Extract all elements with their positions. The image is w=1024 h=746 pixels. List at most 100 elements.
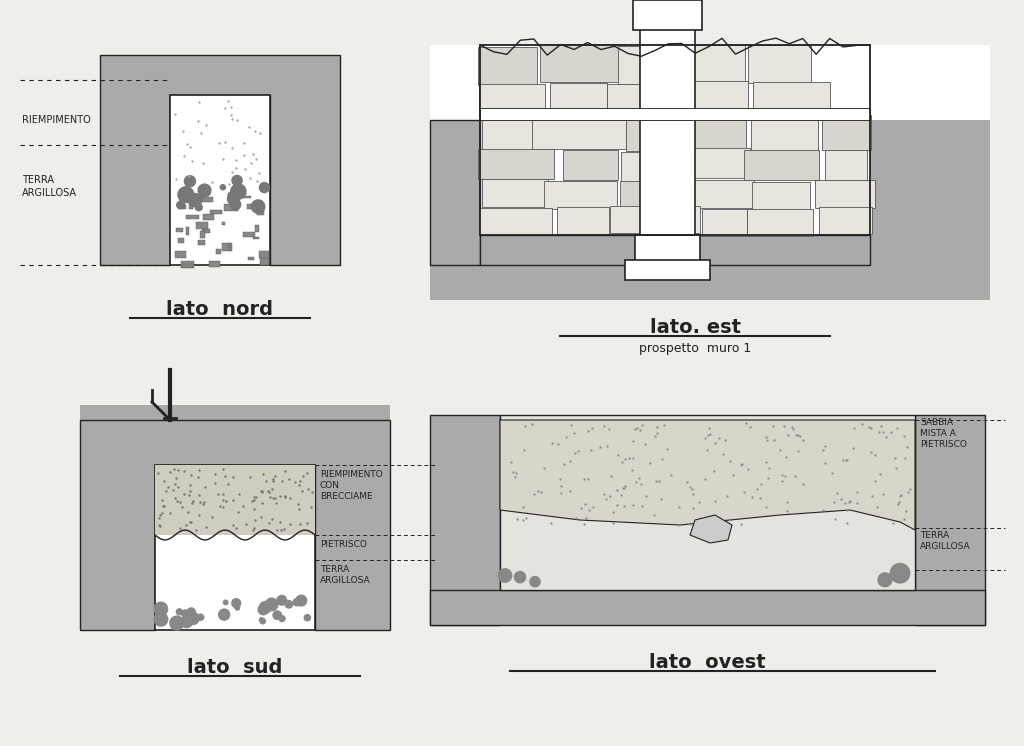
Polygon shape: [185, 216, 199, 219]
Circle shape: [190, 198, 199, 206]
Polygon shape: [203, 198, 213, 202]
Bar: [640, 0, 695, 270]
Polygon shape: [430, 120, 990, 300]
Bar: [748, 45, 811, 83]
Polygon shape: [176, 228, 183, 232]
Bar: [674, 181, 754, 208]
Bar: [556, 207, 609, 234]
Polygon shape: [915, 415, 985, 625]
Polygon shape: [253, 236, 259, 239]
Polygon shape: [203, 229, 210, 233]
Bar: [751, 116, 818, 151]
Polygon shape: [229, 243, 232, 251]
Text: lato. est: lato. est: [649, 318, 740, 337]
Circle shape: [514, 571, 525, 583]
Circle shape: [499, 568, 512, 582]
Text: TERRA
ARGILLOSA: TERRA ARGILLOSA: [920, 531, 971, 551]
Circle shape: [231, 599, 241, 608]
Polygon shape: [155, 465, 315, 535]
Bar: [480, 108, 870, 120]
Circle shape: [258, 604, 268, 615]
Bar: [748, 209, 813, 236]
Circle shape: [265, 598, 278, 611]
Circle shape: [186, 612, 199, 624]
Polygon shape: [635, 235, 700, 265]
Circle shape: [879, 573, 892, 586]
Bar: [692, 148, 751, 178]
Polygon shape: [201, 231, 205, 237]
Circle shape: [154, 602, 168, 615]
Polygon shape: [500, 415, 915, 590]
Circle shape: [890, 563, 909, 583]
Circle shape: [198, 614, 204, 621]
Bar: [819, 207, 872, 233]
Polygon shape: [690, 515, 732, 543]
Bar: [541, 44, 624, 82]
Circle shape: [184, 175, 196, 186]
Circle shape: [259, 618, 264, 622]
Circle shape: [199, 186, 203, 191]
Circle shape: [276, 595, 287, 605]
Polygon shape: [248, 204, 260, 209]
Circle shape: [230, 199, 241, 210]
Circle shape: [181, 610, 188, 617]
Bar: [822, 115, 870, 150]
Polygon shape: [181, 264, 194, 267]
Text: lato  sud: lato sud: [187, 658, 283, 677]
Circle shape: [199, 184, 211, 197]
Polygon shape: [100, 55, 340, 78]
Bar: [481, 180, 548, 207]
Circle shape: [304, 615, 310, 621]
Circle shape: [155, 612, 168, 626]
Polygon shape: [259, 257, 269, 265]
Circle shape: [223, 601, 228, 604]
Bar: [689, 81, 748, 113]
Polygon shape: [244, 232, 255, 237]
Bar: [481, 115, 541, 150]
Polygon shape: [625, 260, 710, 280]
Bar: [479, 84, 545, 116]
Circle shape: [259, 183, 269, 192]
Circle shape: [236, 606, 240, 610]
Polygon shape: [245, 195, 251, 198]
Polygon shape: [250, 206, 255, 209]
Text: lato  ovest: lato ovest: [648, 653, 765, 672]
Bar: [478, 149, 554, 179]
Circle shape: [220, 185, 225, 189]
Circle shape: [227, 194, 238, 204]
Circle shape: [252, 200, 265, 213]
Polygon shape: [80, 405, 390, 428]
Text: TERRA
ARGILLOSA: TERRA ARGILLOSA: [319, 565, 371, 585]
Polygon shape: [228, 193, 238, 196]
Polygon shape: [175, 251, 186, 257]
Text: PIETRISCO: PIETRISCO: [319, 540, 367, 549]
Circle shape: [177, 201, 184, 209]
Polygon shape: [259, 251, 268, 258]
Bar: [675, 114, 746, 149]
Text: SABBIA
MISTA A
PIETRISCO: SABBIA MISTA A PIETRISCO: [920, 418, 967, 449]
Circle shape: [259, 601, 271, 613]
Polygon shape: [230, 201, 237, 204]
Polygon shape: [183, 204, 186, 209]
Bar: [562, 151, 617, 181]
Text: lato  nord: lato nord: [167, 300, 273, 319]
Bar: [753, 82, 829, 114]
Circle shape: [296, 595, 306, 606]
Circle shape: [260, 618, 265, 624]
Circle shape: [188, 194, 202, 207]
Polygon shape: [199, 239, 205, 245]
Circle shape: [232, 175, 242, 186]
Bar: [479, 207, 552, 235]
Polygon shape: [224, 204, 238, 210]
Circle shape: [230, 184, 246, 199]
Circle shape: [529, 577, 540, 587]
Polygon shape: [221, 242, 228, 251]
Circle shape: [196, 204, 202, 210]
Polygon shape: [257, 209, 264, 216]
Polygon shape: [500, 420, 915, 530]
Circle shape: [228, 192, 232, 198]
Polygon shape: [196, 195, 202, 198]
Polygon shape: [248, 257, 254, 260]
Polygon shape: [100, 55, 340, 265]
Bar: [532, 114, 626, 149]
